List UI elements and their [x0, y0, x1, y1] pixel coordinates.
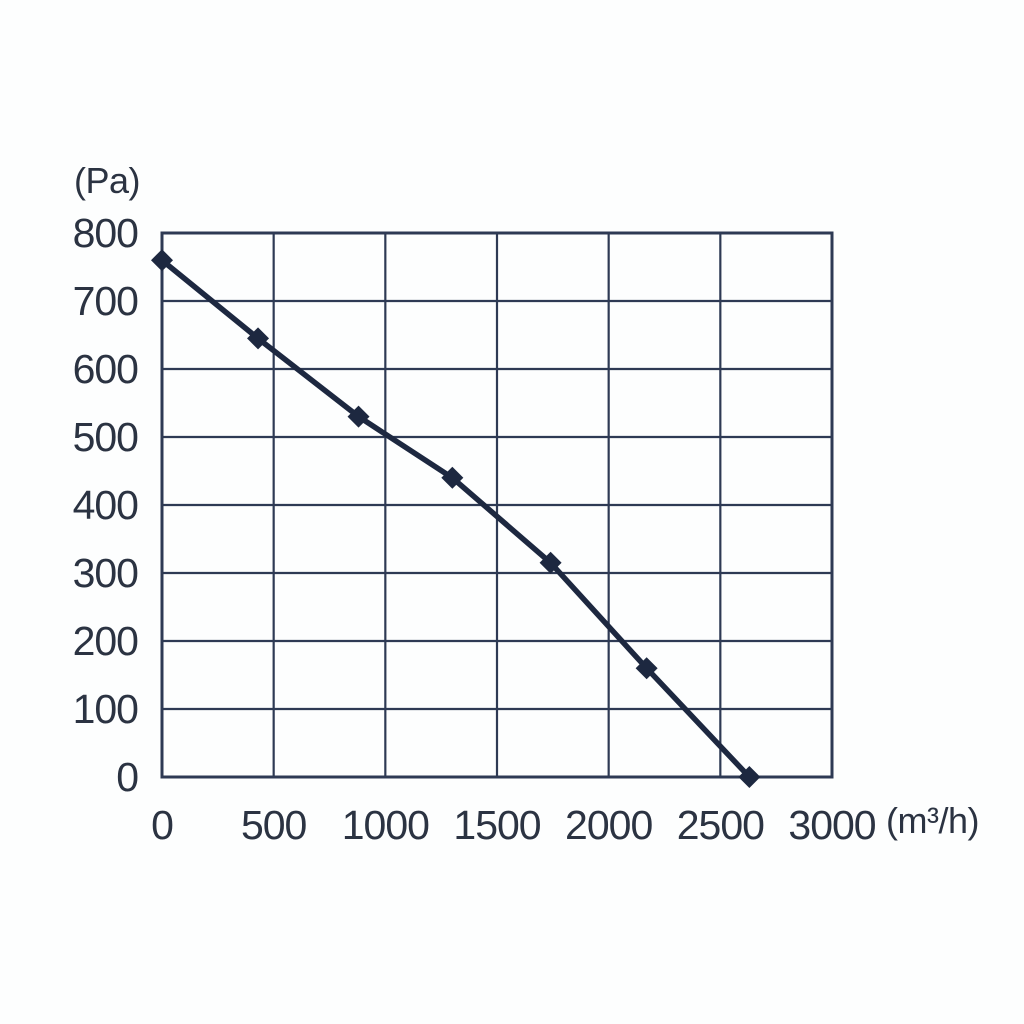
y-tick-label: 500	[73, 414, 139, 460]
data-point-marker	[738, 766, 761, 788]
y-tick-label: 600	[73, 346, 139, 392]
y-tick-label: 200	[73, 618, 139, 664]
data-point-marker	[151, 249, 173, 272]
x-tick-label: 1500	[453, 802, 540, 848]
y-tick-label: 800	[73, 210, 139, 256]
x-tick-label: 0	[151, 802, 173, 848]
data-point-marker	[441, 466, 464, 489]
x-tick-label: 3000	[788, 802, 875, 848]
y-tick-label: 400	[73, 482, 139, 528]
data-point-marker	[347, 405, 370, 428]
data-point-marker	[247, 327, 270, 350]
x-axis-unit-label: (m³/h)	[886, 800, 979, 841]
x-tick-label: 500	[241, 802, 307, 848]
data-point-marker	[539, 551, 562, 574]
data-point-marker	[635, 657, 658, 680]
x-tick-label: 2500	[677, 802, 764, 848]
x-tick-label: 2000	[565, 802, 652, 848]
plot-border	[160, 231, 834, 779]
y-axis-unit-label: (Pa)	[73, 160, 141, 201]
y-tick-label: 100	[73, 686, 139, 732]
x-tick-label: 1000	[342, 802, 429, 848]
y-tick-label: 700	[73, 278, 139, 324]
y-tick-label: 300	[73, 550, 139, 596]
y-tick-label: 0	[116, 754, 138, 800]
